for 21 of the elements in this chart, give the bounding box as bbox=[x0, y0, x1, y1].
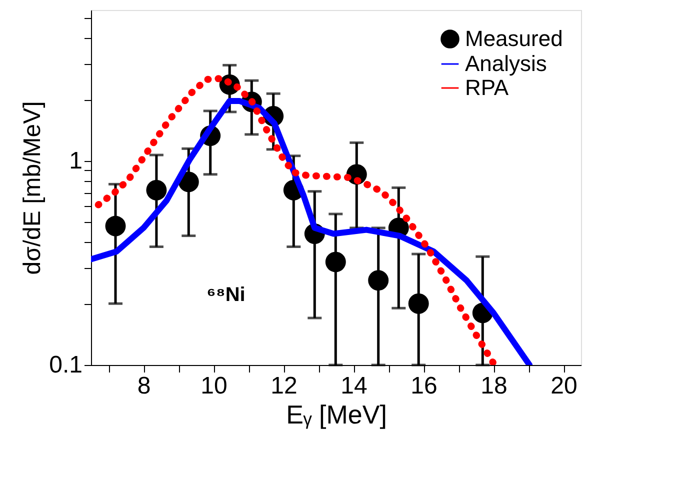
x-tick-label: 8 bbox=[137, 372, 151, 400]
annotation: ⁶⁸Ni bbox=[206, 284, 246, 306]
x-tick-label: 10 bbox=[200, 372, 228, 400]
point bbox=[105, 216, 126, 236]
x-axis-title: Eᵧ [MeV] bbox=[286, 400, 387, 430]
point bbox=[178, 172, 199, 192]
legend-label: Measured bbox=[465, 26, 563, 51]
x-tick-label: 18 bbox=[480, 372, 508, 400]
x-tick-label: 12 bbox=[270, 372, 298, 400]
x-tick-label: 16 bbox=[410, 372, 438, 400]
y-tick-label: 1 bbox=[69, 148, 82, 175]
point bbox=[146, 180, 167, 200]
x-tick-label: 14 bbox=[340, 372, 368, 400]
x-tick-label: 20 bbox=[550, 372, 578, 400]
y-tick-label: 0.1 bbox=[49, 352, 82, 378]
legend-label: Analysis bbox=[465, 51, 547, 76]
point bbox=[368, 270, 389, 291]
y-axis-title: dσ/dE [mb/MeV] bbox=[19, 101, 46, 275]
point bbox=[408, 293, 429, 314]
point bbox=[325, 252, 346, 272]
legend-label: RPA bbox=[465, 75, 509, 100]
